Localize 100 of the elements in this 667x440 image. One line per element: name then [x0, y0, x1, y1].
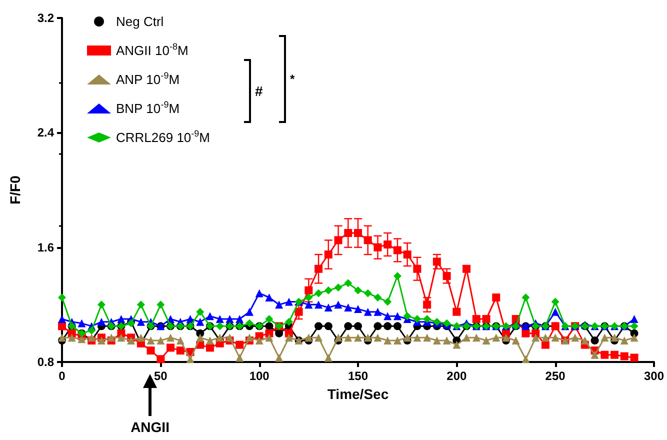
- point: [136, 318, 145, 326]
- point: [216, 334, 224, 342]
- point: [472, 334, 480, 342]
- point: [136, 334, 145, 342]
- point: [284, 318, 293, 326]
- x-tick-label: 0: [58, 369, 66, 383]
- point: [117, 334, 126, 342]
- y-tick-label: 2.4: [37, 126, 54, 140]
- point: [413, 315, 422, 323]
- point: [236, 354, 244, 362]
- point: [432, 258, 441, 266]
- point: [68, 334, 76, 342]
- point: [196, 318, 204, 326]
- point: [196, 334, 204, 342]
- point: [590, 336, 599, 344]
- point: [354, 334, 362, 342]
- point: [206, 312, 214, 320]
- y-tick-label: 1.6: [37, 240, 54, 254]
- point: [571, 334, 580, 342]
- point: [472, 315, 480, 323]
- point: [344, 304, 352, 312]
- point: [630, 315, 638, 323]
- point: [492, 294, 500, 302]
- point: [541, 334, 550, 342]
- point: [314, 300, 323, 309]
- point: [344, 322, 352, 330]
- point: [245, 334, 254, 342]
- point: [620, 352, 628, 360]
- point: [384, 298, 392, 306]
- point: [206, 336, 214, 344]
- point: [275, 354, 284, 362]
- point: [324, 250, 332, 258]
- y-axis-title: F/F0: [7, 175, 23, 204]
- point: [304, 294, 313, 302]
- point: [384, 336, 392, 344]
- point: [630, 354, 638, 362]
- point: [551, 334, 560, 342]
- point: [374, 294, 382, 302]
- point: [551, 298, 560, 306]
- point: [590, 350, 599, 359]
- point: [354, 322, 362, 330]
- point: [393, 246, 402, 254]
- point: [374, 243, 382, 252]
- point: [304, 300, 313, 309]
- x-tick-label: 250: [545, 369, 566, 383]
- point: [324, 322, 332, 330]
- point: [314, 264, 323, 273]
- x-tick-label: 50: [154, 369, 168, 383]
- x-tick-label: 150: [348, 369, 368, 383]
- x-tick-label: 200: [446, 369, 467, 383]
- point: [354, 286, 362, 294]
- point: [482, 315, 490, 323]
- x-tick-label: 100: [249, 369, 270, 383]
- point: [156, 355, 165, 364]
- text: ANGII: [130, 419, 170, 435]
- point: [423, 315, 432, 323]
- point: [334, 236, 342, 244]
- annotation: *: [290, 72, 295, 86]
- point: [374, 334, 382, 342]
- point: [393, 336, 402, 344]
- point: [364, 236, 372, 244]
- point: [442, 336, 451, 344]
- point: [374, 322, 382, 330]
- point: [275, 300, 284, 309]
- point: [324, 304, 332, 312]
- point: [127, 336, 136, 344]
- point: [236, 315, 244, 323]
- point: [442, 272, 451, 280]
- point: [176, 346, 184, 355]
- point: [462, 264, 471, 273]
- point: [196, 308, 204, 316]
- point: [265, 294, 274, 302]
- legend-label: Neg Ctrl: [116, 14, 164, 29]
- point: [88, 326, 96, 334]
- point: [364, 334, 372, 342]
- point: [324, 286, 332, 294]
- point: [610, 334, 619, 342]
- point: [236, 340, 244, 349]
- point: [58, 294, 66, 302]
- point: [255, 336, 264, 344]
- point: [492, 334, 500, 342]
- point: [452, 308, 461, 316]
- point: [314, 322, 323, 330]
- point: [432, 336, 441, 344]
- point: [314, 334, 323, 342]
- point: [364, 308, 372, 316]
- point: [265, 334, 274, 342]
- point: [245, 319, 254, 328]
- point: [334, 334, 342, 342]
- x-axis-title: Time/Sec: [327, 386, 389, 402]
- x-tick-label: 300: [644, 369, 664, 383]
- point: [156, 336, 165, 344]
- annotation: #: [255, 83, 263, 99]
- point: [600, 350, 609, 359]
- point: [294, 308, 303, 316]
- point: [403, 250, 412, 258]
- point: [354, 229, 362, 237]
- point: [78, 319, 86, 328]
- point: [630, 334, 638, 342]
- point: [403, 334, 412, 342]
